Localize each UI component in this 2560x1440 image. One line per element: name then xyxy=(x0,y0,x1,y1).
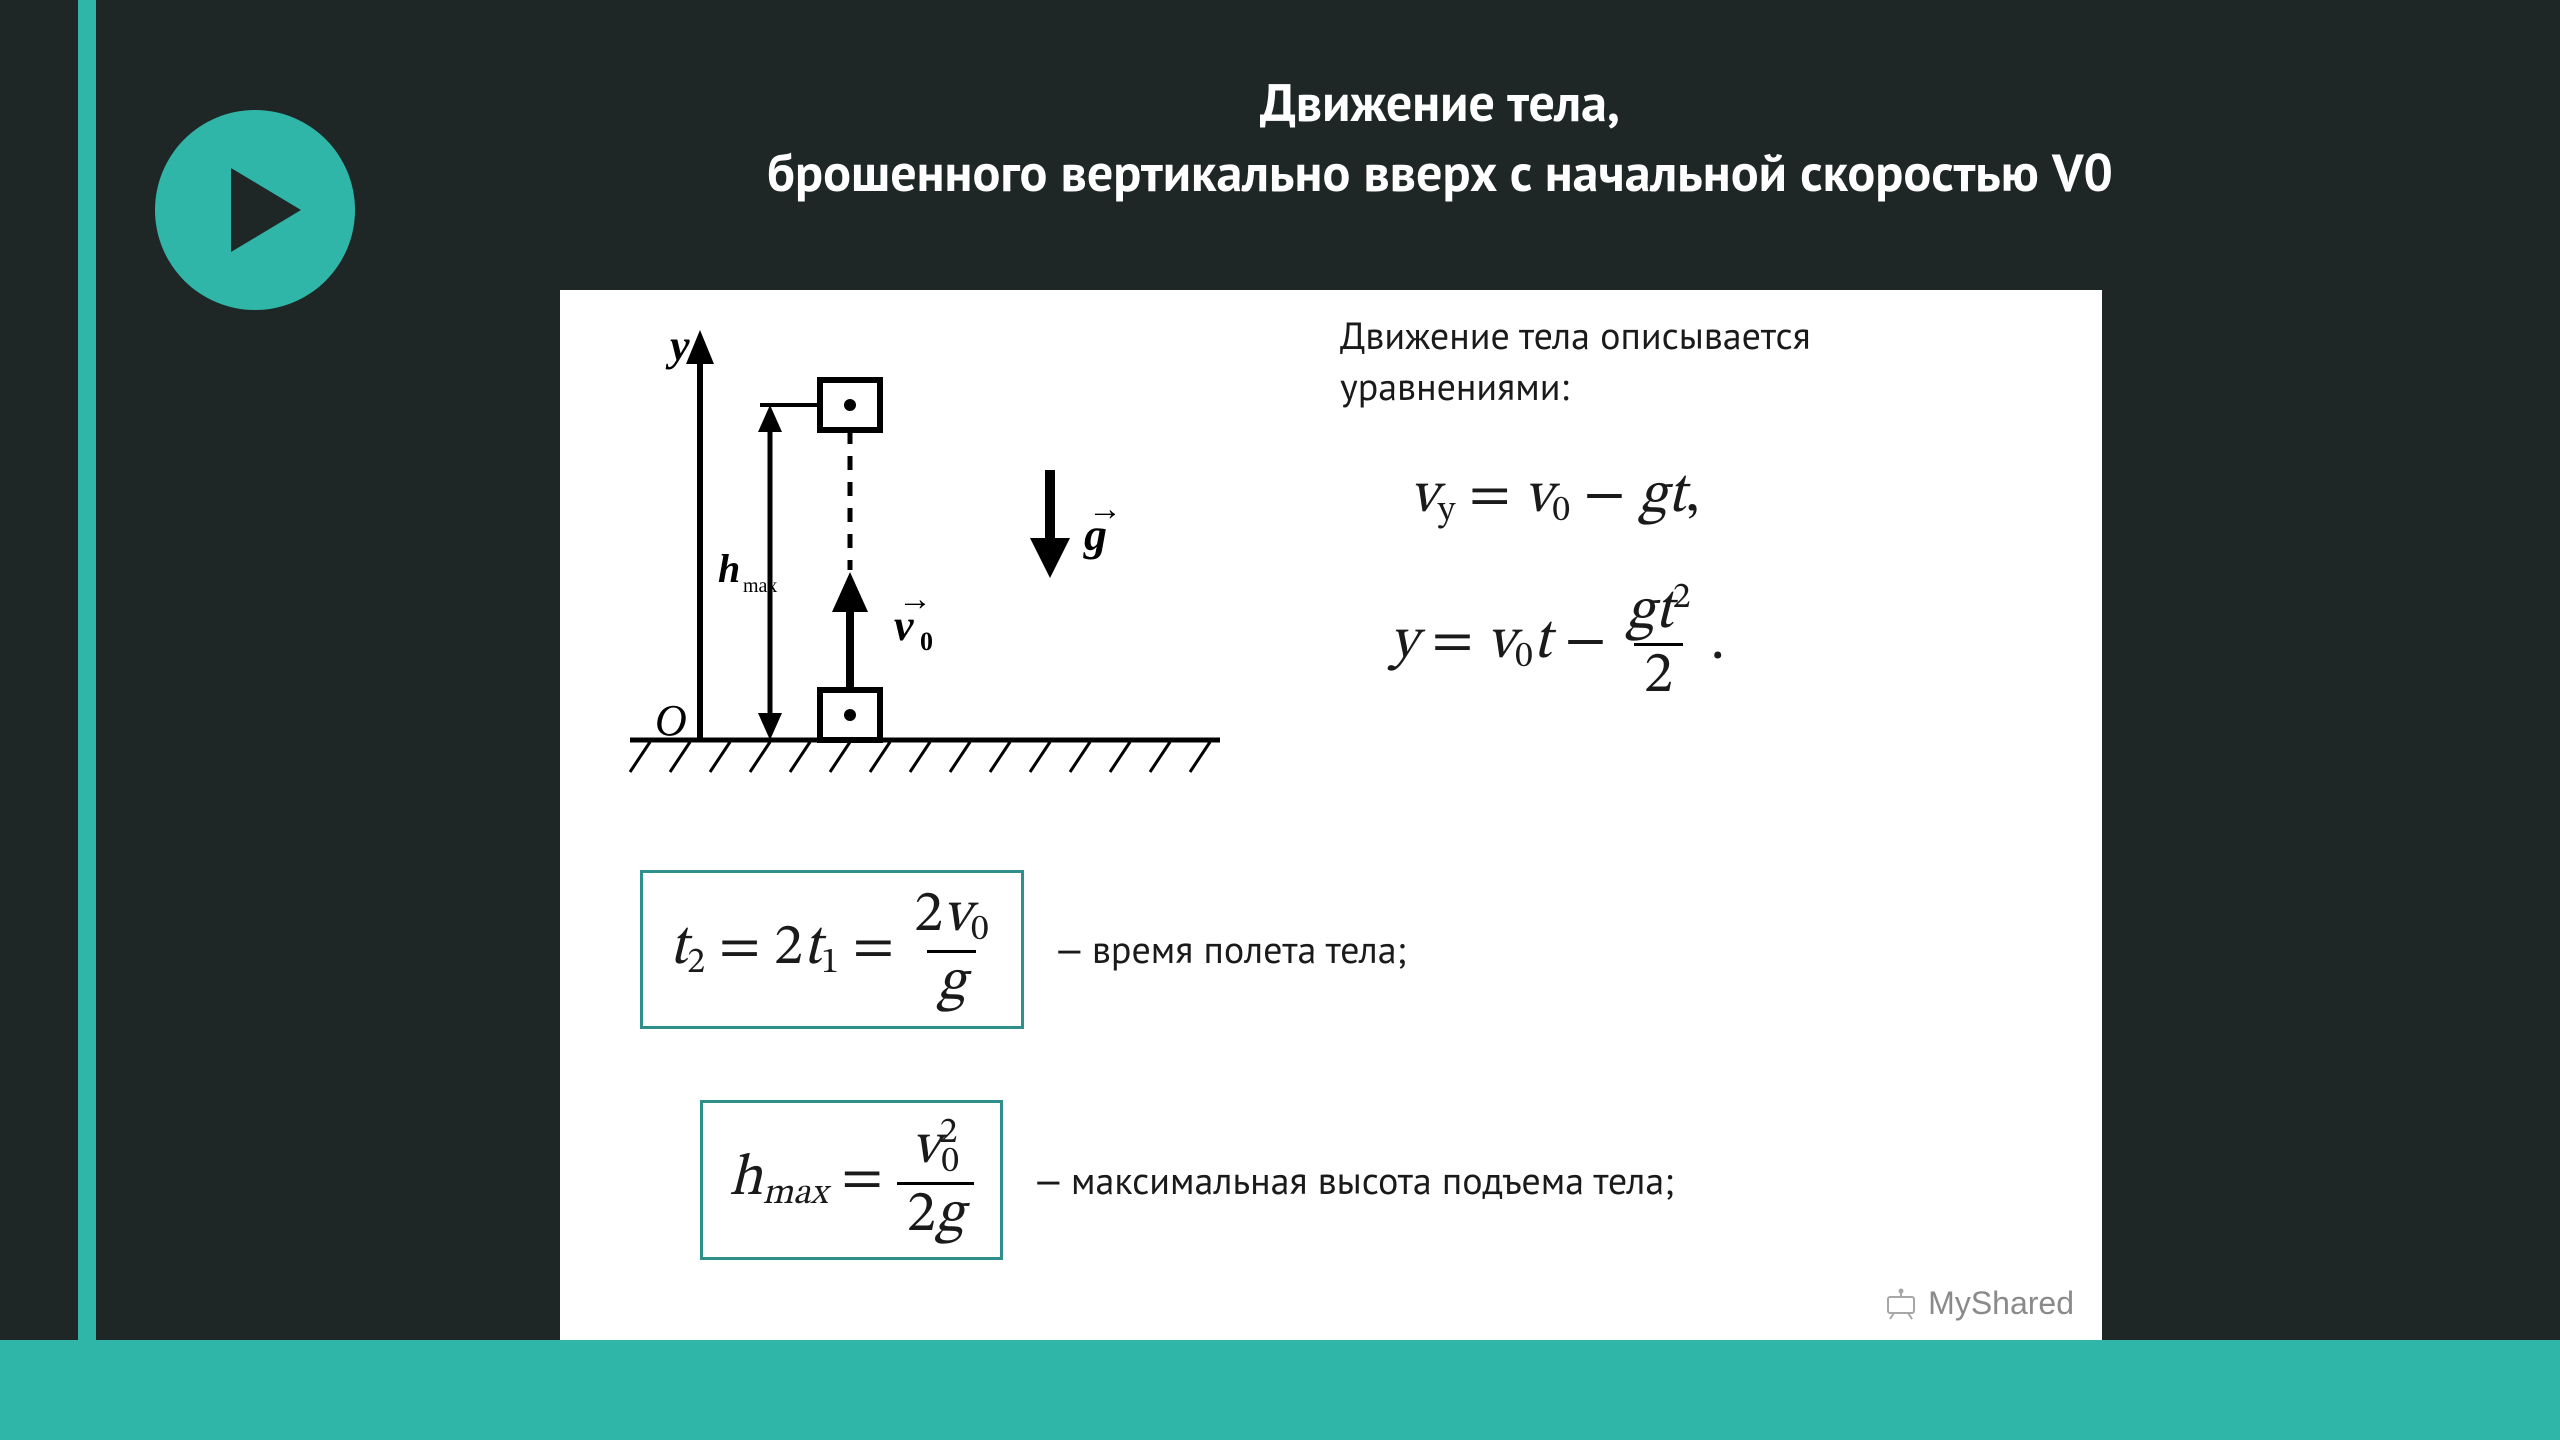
svg-text:O: O xyxy=(655,696,687,745)
play-icon xyxy=(213,160,313,260)
svg-text:g: g xyxy=(1083,509,1107,560)
svg-text:h: h xyxy=(718,546,740,591)
equation-hmax-box: hmax = v20 2g xyxy=(700,1100,1003,1260)
equation-hmax-caption: — максимальная высота подъема тела; xyxy=(1033,1156,1674,1205)
accent-bar-left xyxy=(78,0,96,1340)
svg-text:v: v xyxy=(894,601,914,650)
watermark-text: MyShared xyxy=(1928,1285,2074,1322)
equation-vy: vy = v0 − gt, xyxy=(1410,460,1700,534)
accent-bar-bottom xyxy=(0,1340,2560,1440)
title-line-2: брошенного вертикально вверх с начальной… xyxy=(380,138,2500,208)
equation-hmax-row: hmax = v20 2g — максимальная высота подъ… xyxy=(700,1100,1674,1260)
intro-line-2: уравнениями: xyxy=(1340,361,1811,412)
equations-intro: Движение тела описывается уравнениями: xyxy=(1340,310,1811,413)
play-button[interactable] xyxy=(155,110,355,310)
equation-y: y = v0t − gt2 2 . xyxy=(1390,580,1725,707)
content-card: y O h max → v 0 → g Движение тела описыв… xyxy=(560,290,2102,1340)
projector-icon xyxy=(1884,1287,1918,1321)
title-line-1: Движение тела, xyxy=(380,68,2500,138)
svg-text:0: 0 xyxy=(920,627,933,656)
svg-text:y: y xyxy=(665,321,690,370)
physics-diagram: y O h max → v 0 → g xyxy=(610,310,1240,810)
watermark: MyShared xyxy=(1884,1285,2074,1322)
equation-t2-row: t2 = 2t1 = 2v0 g — время полета тела; xyxy=(640,870,1406,1029)
slide-title: Движение тела, брошенного вертикально вв… xyxy=(380,68,2500,208)
equation-t2-caption: — время полета тела; xyxy=(1054,925,1407,974)
equation-t2-box: t2 = 2t1 = 2v0 g xyxy=(640,870,1024,1029)
svg-text:max: max xyxy=(743,575,777,597)
intro-line-1: Движение тела описывается xyxy=(1340,310,1811,361)
